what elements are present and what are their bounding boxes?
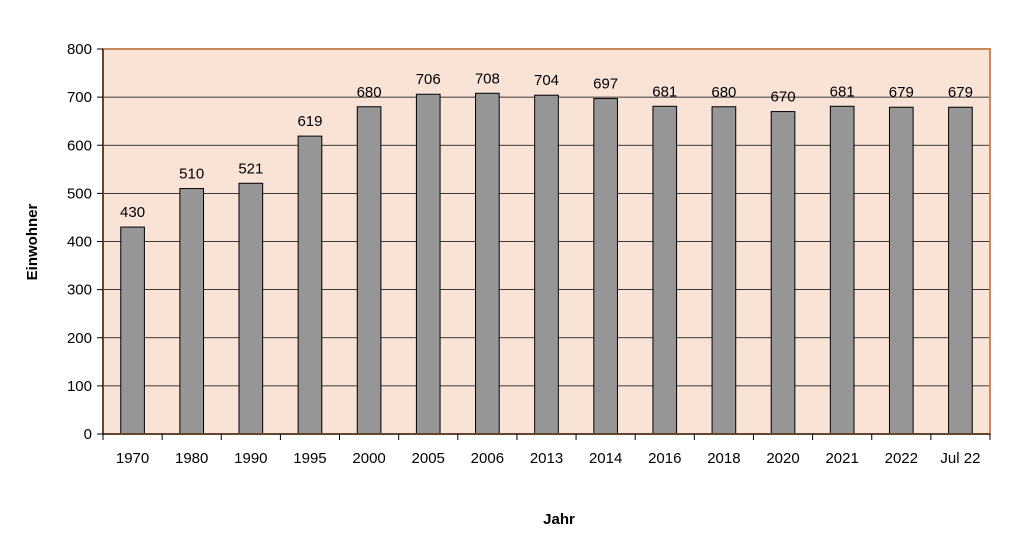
bar [829,105,855,435]
data-label: 680 [357,84,382,101]
y-tick-label: 200 [67,330,92,347]
x-tick-label: 2016 [648,450,681,467]
bar [297,135,323,435]
bar [770,111,796,435]
axes [97,48,991,440]
data-label: 619 [297,113,322,130]
x-axis-title: Jahr [543,511,575,528]
x-tick-label: 2018 [707,450,740,467]
x-tick-label: 2000 [352,450,385,467]
x-tick-labels: 1970 1980 1990 1995 2000 2005 2006 2013 2014 2016… [116,450,981,467]
bar [356,106,382,435]
bar [415,93,441,435]
x-tick-label: 2021 [825,450,858,467]
y-tick-label: 800 [67,41,92,58]
y-tick-label: 500 [67,185,92,202]
x-tick-label: 1995 [293,450,326,467]
x-tick-label: 2022 [885,450,918,467]
data-label: 681 [652,83,677,100]
data-label: 680 [711,84,736,101]
data-label: 510 [179,166,204,183]
data-label: 708 [475,70,500,87]
x-tick-label: 1990 [234,450,267,467]
y-tick-label: 700 [67,89,92,106]
x-tick-label: 1970 [116,450,149,467]
bar [238,182,264,435]
y-tick-label: 0 [84,426,92,443]
data-label: 430 [120,204,145,221]
y-tick-label: 300 [67,282,92,299]
data-label: 706 [416,71,441,88]
y-tick-label: 400 [67,234,92,251]
bar [711,106,737,435]
data-labels: 430 510 521 619 680 706 708 704 697 681 680 670 681 6… [120,70,973,221]
y-tick-label: 100 [67,378,92,395]
data-label: 521 [238,160,263,177]
bar [179,188,205,435]
x-tick-label: 1980 [175,450,208,467]
y-tick-label: 600 [67,137,92,154]
data-label: 681 [830,83,855,100]
data-label: 679 [948,84,973,101]
bars [120,92,973,435]
bar [534,94,559,435]
bar [652,105,678,435]
bar [888,106,914,435]
bar [475,92,500,435]
data-label: 697 [593,76,618,93]
x-tick-label: 2013 [530,450,563,467]
data-label: 679 [889,84,914,101]
x-tick-label: Jul 22 [940,450,980,467]
bar [120,226,145,435]
x-tick-label: 2006 [471,450,504,467]
x-tick-label: 2020 [766,450,799,467]
y-axis-title: Einwohner [24,204,41,281]
data-label: 704 [534,72,559,89]
bar [593,98,618,435]
x-tick-label: 2005 [412,450,445,467]
y-tick-labels: 0 100 200 300 400 500 600 700 800 [67,41,92,443]
data-label: 670 [771,89,796,106]
bar [948,106,973,435]
x-tick-label: 2014 [589,450,622,467]
